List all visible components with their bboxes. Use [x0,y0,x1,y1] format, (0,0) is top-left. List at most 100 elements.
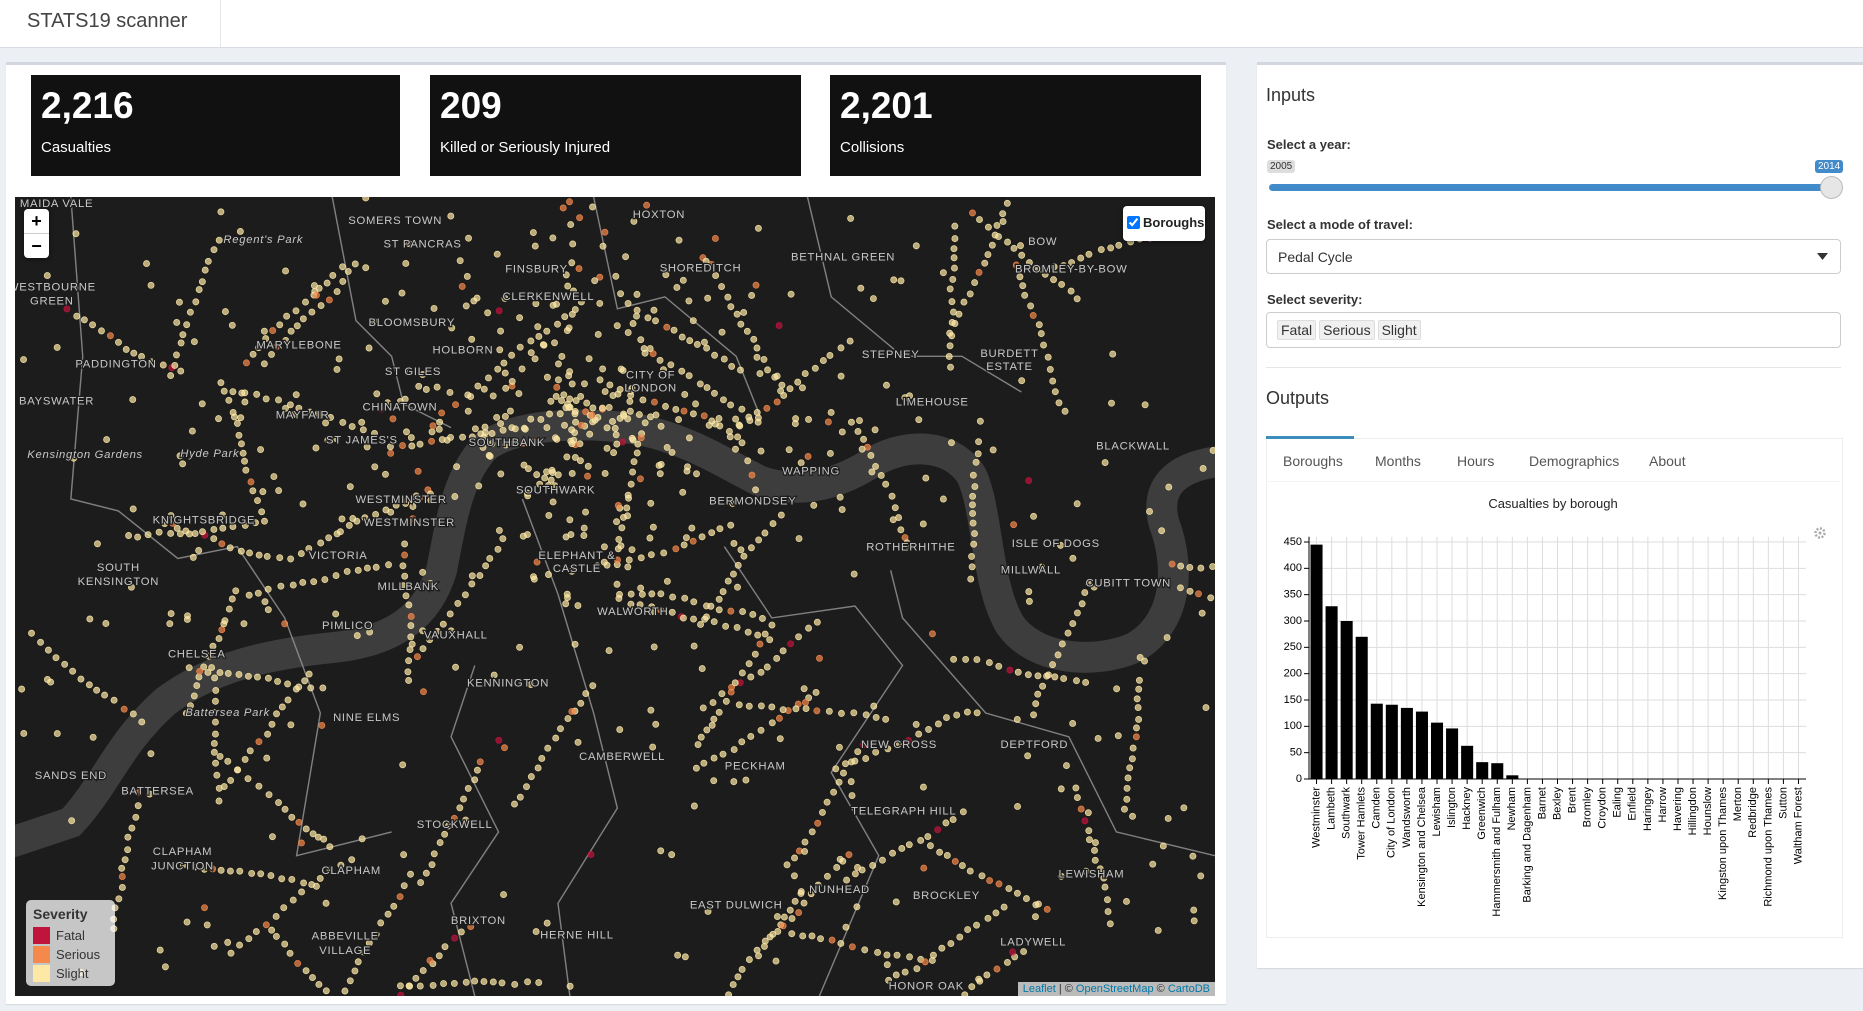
marker [577,298,585,306]
marker [422,869,430,877]
marker [858,445,866,453]
marker [495,526,503,534]
marker [314,833,322,841]
marker [745,956,753,964]
marker [862,755,870,763]
marker [922,474,930,482]
layer-control[interactable]: Boroughs [1123,206,1205,241]
marker [204,257,212,265]
marker [563,327,571,334]
tag[interactable]: Slight [1377,320,1421,340]
marker [582,508,589,516]
marker [663,323,671,331]
place-label: LADYWELL [1000,936,1066,948]
gear-icon[interactable] [1814,527,1826,539]
marker [129,505,137,513]
river [15,409,1215,858]
marker [732,445,739,453]
marker [972,458,980,466]
marker [275,799,282,806]
checkbox[interactable] [1127,216,1140,229]
marker [128,824,136,832]
x-tick-label: Hillingdon [1687,787,1699,835]
multi-select[interactable]: Fatal Serious Slight [1266,312,1841,348]
map[interactable]: MAIDA VALE SOMERS TOWN Regent's Park ST PAN… [15,197,1215,996]
marker [430,304,438,312]
marker [825,707,833,715]
place-label: VICTORIA [309,550,368,562]
marker [148,358,156,366]
marker [618,524,626,532]
slider-track[interactable] [1269,184,1831,191]
marker [951,235,959,243]
marker [615,535,623,543]
marker [253,390,261,398]
marker [568,426,576,434]
marker [371,430,378,437]
marker [518,365,526,373]
place-label: ELEPHANT & [538,550,615,562]
marker [850,570,858,578]
marker [520,461,528,469]
link[interactable]: CartoDB [1167,983,1210,995]
marker [656,470,664,478]
marker [384,399,392,407]
tag[interactable]: Fatal [1277,320,1317,340]
marker [614,501,622,509]
marker [446,610,454,618]
marker [657,847,665,855]
marker [1024,671,1032,679]
marker [274,677,282,685]
marker [761,529,769,537]
select[interactable]: Pedal Cycle [1266,239,1841,274]
tab-active[interactable]: Boroughs [1283,453,1343,469]
marker [627,600,635,608]
marker [462,978,470,986]
marker [98,327,105,335]
marker [1067,287,1075,295]
marker [480,385,488,393]
marker [975,438,983,446]
marker [159,361,167,369]
marker [217,866,225,874]
tab[interactable]: Demographics [1529,453,1620,469]
marker [562,533,570,541]
marker [401,395,409,403]
x-tick-label: Camden [1371,787,1383,829]
zoom-in[interactable]: + [24,209,49,234]
tab[interactable]: About [1649,453,1686,469]
marker [968,983,976,991]
place-label: CHINATOWN [362,401,437,413]
marker [1020,948,1028,955]
marker [358,835,366,843]
marker [810,501,818,509]
marker [1060,262,1068,270]
marker [710,777,718,785]
marker [984,251,992,258]
x-tick-label: Barnet [1536,787,1548,819]
place-label: ST PANCRAS [383,239,461,251]
marker [1158,527,1166,535]
slider-handle[interactable] [1820,176,1843,199]
tag[interactable]: Serious [1319,320,1375,340]
x-tick-label: Lewisham [1431,787,1443,837]
marker [541,474,549,482]
marker [740,552,748,560]
marker [700,759,708,767]
marker [693,470,700,478]
input-label: Select severity: [1267,292,1363,307]
marker [879,856,886,864]
header: STATS19 scanner [0,0,1863,48]
link[interactable]: Leaflet [1022,983,1056,995]
zoom-out[interactable]: − [31,236,42,256]
marker [795,633,803,641]
tab[interactable]: Months [1375,453,1421,469]
link[interactable]: OpenStreetMap [1075,983,1154,995]
marker [625,494,632,502]
tab[interactable]: Hours [1457,453,1495,469]
marker [650,306,658,314]
marker [1003,199,1011,207]
marker [1115,241,1123,249]
marker [508,351,516,359]
marker [708,529,716,537]
